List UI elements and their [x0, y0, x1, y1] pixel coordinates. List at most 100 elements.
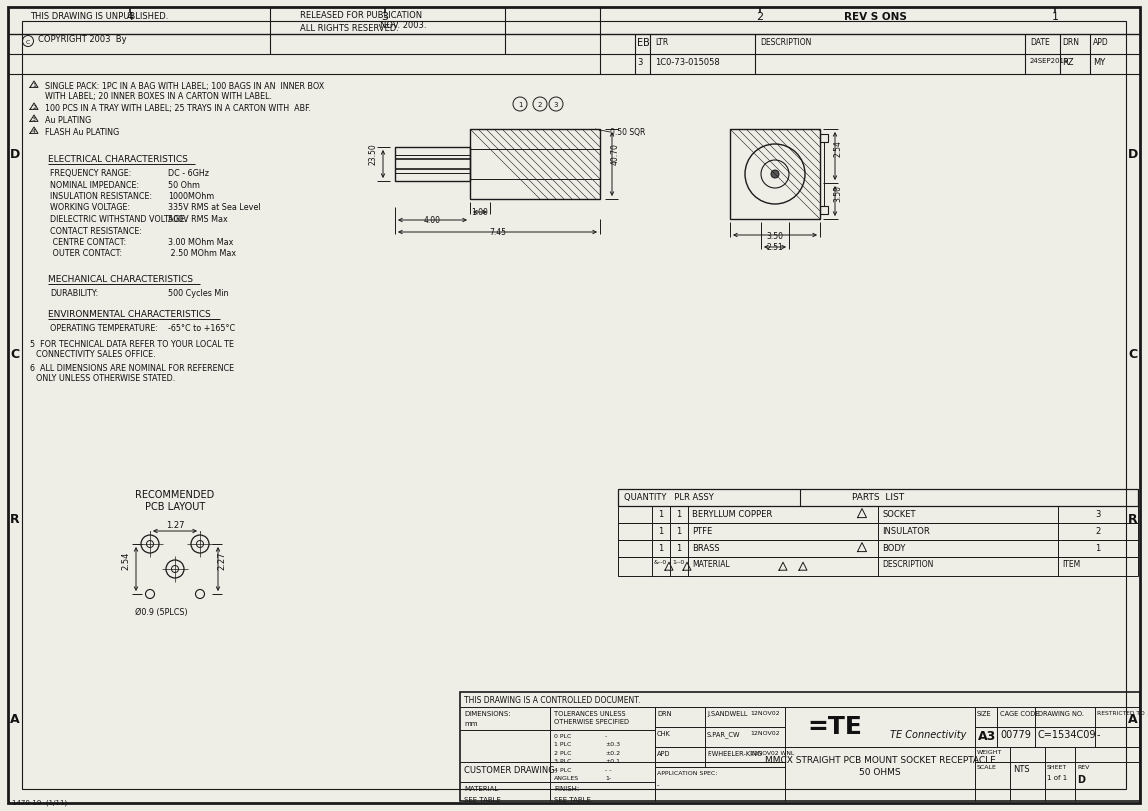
Text: WITH LABEL; 20 INNER BOXES IN A CARTON WITH LABEL.: WITH LABEL; 20 INNER BOXES IN A CARTON W… — [45, 92, 272, 101]
Text: DRN: DRN — [657, 710, 672, 716]
Text: D: D — [10, 148, 21, 161]
Text: 12NOV02 WNL: 12NOV02 WNL — [750, 750, 794, 755]
Text: 335V RMS at Sea Level: 335V RMS at Sea Level — [168, 204, 261, 212]
Bar — [618, 506, 1138, 523]
Text: 2.27: 2.27 — [217, 551, 226, 569]
Text: WEIGHT: WEIGHT — [977, 749, 1002, 754]
Text: 1 PLC: 1 PLC — [554, 741, 572, 747]
Text: A3: A3 — [978, 729, 996, 742]
Text: RELEASED FOR PUBLICATION: RELEASED FOR PUBLICATION — [300, 11, 422, 20]
Text: E: E — [637, 38, 643, 48]
Text: mm: mm — [464, 720, 478, 726]
Text: BERYLLUM COPPER: BERYLLUM COPPER — [692, 509, 773, 518]
Text: J.SANDWELL: J.SANDWELL — [707, 710, 747, 716]
Text: ELECTRICAL CHARACTERISTICS: ELECTRICAL CHARACTERISTICS — [48, 155, 188, 164]
Text: C: C — [1128, 348, 1138, 361]
Text: DIELECTRIC WITHSTAND VOLTAGE:: DIELECTRIC WITHSTAND VOLTAGE: — [51, 215, 187, 224]
Text: MMCX STRAIGHT PCB MOUNT SOCKET RECEPTACLE: MMCX STRAIGHT PCB MOUNT SOCKET RECEPTACL… — [765, 755, 995, 764]
Text: 4: 4 — [32, 129, 36, 134]
Text: D: D — [1127, 148, 1138, 161]
Bar — [618, 557, 1138, 577]
Text: R: R — [10, 513, 20, 526]
Text: FREQUENCY RANGE:: FREQUENCY RANGE: — [51, 169, 131, 178]
Text: ±0.1: ±0.1 — [605, 758, 620, 764]
Text: 4 PLC: 4 PLC — [554, 767, 572, 772]
Text: APPLICATION SPEC:: APPLICATION SPEC: — [657, 770, 718, 775]
Text: LTR: LTR — [656, 38, 668, 47]
Text: REV S ONS: REV S ONS — [844, 12, 907, 22]
Text: DURABILITY:: DURABILITY: — [51, 289, 99, 298]
Text: 50 Ohm: 50 Ohm — [168, 180, 200, 189]
Text: 500V RMS Max: 500V RMS Max — [168, 215, 227, 224]
Text: THIS DRAWING IS A CONTROLLED DOCUMENT.: THIS DRAWING IS A CONTROLLED DOCUMENT. — [464, 695, 641, 704]
Bar — [395, 148, 470, 182]
Text: 1-: 1- — [605, 775, 611, 780]
Text: DESCRIPTION: DESCRIPTION — [882, 560, 933, 569]
Text: - -: - - — [605, 767, 612, 772]
Text: CAGE CODE: CAGE CODE — [1000, 710, 1039, 716]
Text: 1.00: 1.00 — [472, 208, 488, 217]
Text: MECHANICAL CHARACTERISTICS: MECHANICAL CHARACTERISTICS — [48, 275, 193, 284]
Text: COPYRIGHT 2003  By: COPYRIGHT 2003 By — [38, 34, 126, 44]
Text: 3: 3 — [553, 102, 558, 108]
Bar — [820, 135, 828, 143]
Text: 3.00 MOhm Max: 3.00 MOhm Max — [168, 238, 233, 247]
Text: OUTER CONTACT:: OUTER CONTACT: — [51, 249, 122, 258]
Text: 1: 1 — [658, 526, 664, 535]
Text: BRASS: BRASS — [692, 543, 720, 552]
Text: 40.70: 40.70 — [611, 143, 620, 165]
Text: ANGLES: ANGLES — [554, 775, 579, 780]
Text: CONNECTIVITY SALES OFFICE.: CONNECTIVITY SALES OFFICE. — [36, 350, 156, 358]
Text: DATE: DATE — [1030, 38, 1049, 47]
Text: ONLY UNLESS OTHERWISE STATED.: ONLY UNLESS OTHERWISE STATED. — [36, 374, 176, 383]
Text: 2: 2 — [32, 105, 36, 109]
Text: 3.50: 3.50 — [833, 185, 843, 202]
Text: 5  FOR TECHNICAL DATA REFER TO YOUR LOCAL TE: 5 FOR TECHNICAL DATA REFER TO YOUR LOCAL… — [30, 340, 234, 349]
Text: ITEM: ITEM — [1062, 560, 1080, 569]
Text: 2.54: 2.54 — [122, 551, 131, 569]
Bar — [820, 207, 828, 215]
Text: RESTRICTED TO: RESTRICTED TO — [1097, 710, 1145, 715]
Text: S.PAR_CW: S.PAR_CW — [707, 730, 740, 737]
Text: 2: 2 — [1095, 526, 1101, 535]
Text: SINGLE PACK: 1PC IN A BAG WITH LABEL; 100 BAGS IN AN  INNER BOX: SINGLE PACK: 1PC IN A BAG WITH LABEL; 10… — [45, 82, 324, 91]
Text: OPERATING TEMPERATURE:: OPERATING TEMPERATURE: — [51, 324, 158, 333]
Text: FLASH Au PLATING: FLASH Au PLATING — [45, 128, 119, 137]
Text: 2: 2 — [537, 102, 542, 108]
Text: 1: 1 — [32, 83, 36, 88]
Bar — [618, 540, 1138, 557]
Text: 1: 1 — [676, 543, 682, 552]
Text: -65°C to +165°C: -65°C to +165°C — [168, 324, 235, 333]
Text: ±0.2: ±0.2 — [605, 750, 620, 755]
Text: 1.27: 1.27 — [165, 521, 184, 530]
Text: OTHERWISE SPECIFIED: OTHERWISE SPECIFIED — [554, 718, 629, 724]
Text: &--0: &--0 — [654, 560, 667, 564]
Text: TOLERANCES UNLESS: TOLERANCES UNLESS — [554, 710, 626, 716]
Text: 1: 1 — [1095, 543, 1101, 552]
Text: NOV. 2003.: NOV. 2003. — [380, 21, 427, 30]
Text: RZ: RZ — [1062, 58, 1073, 67]
Text: DRN: DRN — [1062, 38, 1079, 47]
Text: 24SEP2019: 24SEP2019 — [1030, 58, 1070, 64]
Text: F.WHEELER-KING: F.WHEELER-KING — [707, 750, 762, 756]
Text: PTFE: PTFE — [692, 526, 712, 535]
Text: 2: 2 — [757, 12, 763, 22]
Text: B: B — [643, 38, 650, 48]
Text: CHK: CHK — [657, 730, 670, 736]
Text: C: C — [10, 348, 20, 361]
Text: 1: 1 — [658, 543, 664, 552]
Text: 3.50: 3.50 — [767, 232, 783, 241]
Text: 1: 1 — [658, 509, 664, 518]
Text: C: C — [25, 40, 30, 45]
Bar — [730, 130, 820, 220]
Text: 4: 4 — [126, 12, 133, 22]
Text: Ø0.9 (5PLCS): Ø0.9 (5PLCS) — [135, 607, 187, 616]
Text: 1000MOhm: 1000MOhm — [168, 191, 215, 201]
Text: =TE: =TE — [807, 714, 862, 738]
Text: 0.50 SQR: 0.50 SQR — [610, 128, 645, 137]
Text: APD: APD — [657, 750, 670, 756]
Text: FINISH:: FINISH: — [554, 785, 580, 791]
Text: 7.45: 7.45 — [489, 228, 506, 237]
Text: SOCKET: SOCKET — [882, 509, 915, 518]
Text: PCB LAYOUT: PCB LAYOUT — [145, 501, 205, 512]
